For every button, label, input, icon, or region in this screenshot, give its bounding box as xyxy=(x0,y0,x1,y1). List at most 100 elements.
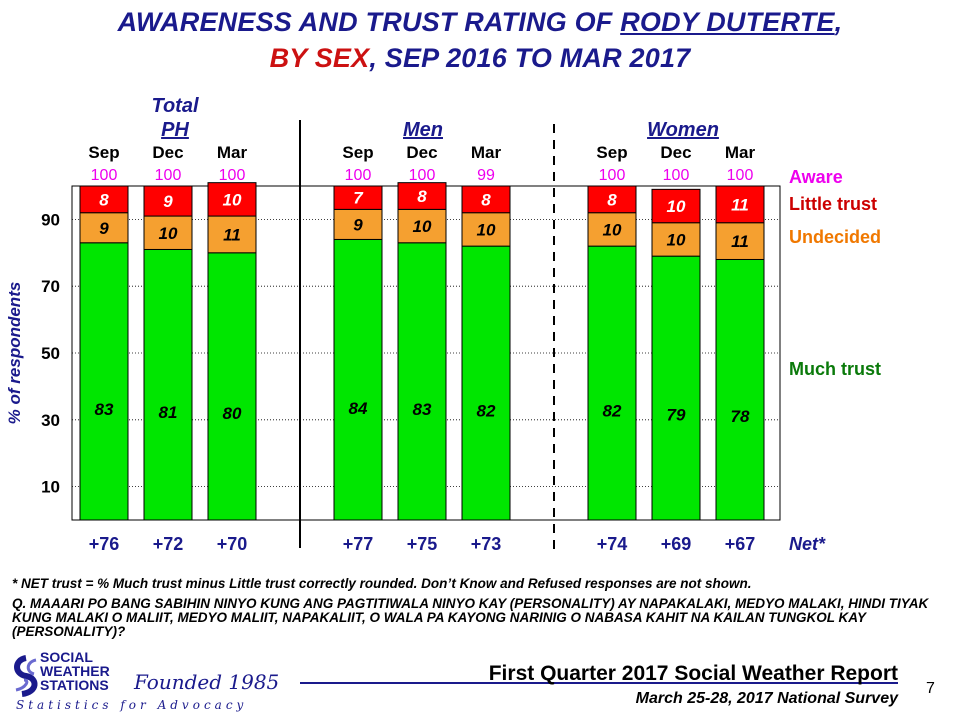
month-label: Sep xyxy=(88,143,119,162)
bar-value-label: 82 xyxy=(603,401,622,420)
little-trust-bar xyxy=(651,188,701,224)
net-value: +67 xyxy=(725,534,756,554)
bar-value-label: 83 xyxy=(95,400,114,419)
undecided-bar xyxy=(651,222,701,257)
little-trust-bar xyxy=(461,185,511,214)
bar-value-label: 80 xyxy=(223,404,242,423)
aware-value: 100 xyxy=(663,167,690,184)
undecided-bar xyxy=(143,215,193,250)
much-trust-bar xyxy=(397,242,447,521)
survey-dates: March 25-28, 2017 National Survey xyxy=(635,690,898,707)
legend-much-trust: Much trust xyxy=(789,359,881,379)
bar-value-label: 10 xyxy=(159,224,178,243)
group-header: PH xyxy=(161,119,189,141)
page-number: 7 xyxy=(926,680,935,697)
much-trust-bar xyxy=(587,245,637,521)
month-label: Dec xyxy=(152,143,183,162)
bar-value-label: 8 xyxy=(607,190,617,209)
month-label: Mar xyxy=(217,143,248,162)
legend-aware: Aware xyxy=(789,167,843,187)
undecided-bar xyxy=(715,222,765,260)
little-trust-bar xyxy=(715,185,765,224)
bar-value-label: 8 xyxy=(99,190,109,209)
month-label: Mar xyxy=(471,143,502,162)
much-trust-bar xyxy=(333,238,383,521)
bar-value-label: 10 xyxy=(667,197,686,216)
much-trust-bar xyxy=(715,258,765,521)
title-prefix: AWARENESS AND TRUST RATING OF xyxy=(117,7,621,37)
month-label: Mar xyxy=(725,143,756,162)
bar-value-label: 9 xyxy=(353,215,363,234)
little-trust-bar xyxy=(333,185,383,210)
legend-little-trust: Little trust xyxy=(789,194,877,214)
bar-value-label: 11 xyxy=(731,195,749,214)
logo-word-social: SOCIAL xyxy=(40,649,93,665)
much-trust-bar xyxy=(461,245,511,521)
aware-value: 100 xyxy=(727,167,754,184)
bar-value-label: 79 xyxy=(667,405,686,424)
much-trust-bar xyxy=(143,248,193,521)
chart-title-line2: BY SEX, SEP 2016 TO MAR 2017 xyxy=(0,41,960,75)
bar-value-label: 9 xyxy=(163,192,173,211)
title-comma: , xyxy=(834,7,843,37)
chart-title-line1: AWARENESS AND TRUST RATING OF RODY DUTER… xyxy=(0,5,960,39)
bar-value-label: 7 xyxy=(353,189,364,208)
legend-net: Net* xyxy=(789,534,826,554)
undecided-bar xyxy=(207,215,257,254)
bar-value-label: 8 xyxy=(481,190,491,209)
much-trust-bar xyxy=(651,255,701,521)
sws-logo-mark xyxy=(14,655,38,697)
little-trust-bar xyxy=(587,185,637,214)
aware-value: 99 xyxy=(477,167,495,184)
net-value: +73 xyxy=(471,534,502,554)
month-label: Sep xyxy=(342,143,373,162)
y-tick-label: 10 xyxy=(41,478,60,497)
legend-undecided: Undecided xyxy=(789,227,881,247)
y-tick-label: 90 xyxy=(41,210,60,229)
aware-value: 100 xyxy=(409,167,436,184)
bar-value-label: 83 xyxy=(413,400,432,419)
net-value: +72 xyxy=(153,534,184,554)
logo-founded: Founded 1985 xyxy=(134,670,280,694)
report-title: First Quarter 2017 Social Weather Report xyxy=(488,662,898,685)
y-tick-label: 30 xyxy=(41,411,60,430)
aware-value: 100 xyxy=(599,167,626,184)
little-trust-bar xyxy=(207,182,257,217)
bar-value-label: 8 xyxy=(417,187,427,206)
sws-logo: SOCIAL WEATHER STATIONS Founded 1985 Sta… xyxy=(12,650,292,714)
bar-value-label: 10 xyxy=(667,230,686,249)
survey-question: Q. MAAARI PO BANG SABIHIN NINYO KUNG ANG… xyxy=(12,596,929,639)
net-trust-footnote: * NET trust = % Much trust minus Little … xyxy=(12,576,752,591)
bar-value-label: 11 xyxy=(223,225,241,244)
aware-value: 100 xyxy=(91,167,118,184)
logo-tagline: Statistics for Advocacy xyxy=(16,698,248,712)
undecided-bar xyxy=(333,208,383,240)
much-trust-bar xyxy=(207,252,257,521)
net-value: +74 xyxy=(597,534,628,554)
y-axis-label: % of respondents xyxy=(5,282,24,425)
bar-value-label: 81 xyxy=(159,403,178,422)
undecided-bar xyxy=(587,212,637,247)
group-header: Women xyxy=(647,119,719,141)
logo-word-weather: WEATHER xyxy=(40,663,110,679)
bar-value-label: 78 xyxy=(731,407,750,426)
bar-value-label: 10 xyxy=(223,190,242,209)
logo-word-stations: STATIONS xyxy=(40,677,109,693)
bar-value-label: 10 xyxy=(603,220,622,239)
little-trust-bar xyxy=(79,185,129,214)
net-value: +76 xyxy=(89,534,120,554)
month-label: Dec xyxy=(406,143,437,162)
logo-wordmark: SOCIAL WEATHER STATIONS xyxy=(40,650,110,692)
group-header: Men xyxy=(403,119,443,141)
bar-value-label: 10 xyxy=(413,217,432,236)
title-date-range: , SEP 2016 TO MAR 2017 xyxy=(369,43,691,73)
bar-value-label: 11 xyxy=(731,232,749,251)
bar-value-label: 9 xyxy=(99,219,109,238)
net-value: +75 xyxy=(407,534,438,554)
little-trust-bar xyxy=(143,185,193,217)
aware-value: 100 xyxy=(219,167,246,184)
much-trust-bar xyxy=(79,242,129,521)
y-tick-label: 70 xyxy=(41,277,60,296)
group-header: Total xyxy=(151,95,198,117)
